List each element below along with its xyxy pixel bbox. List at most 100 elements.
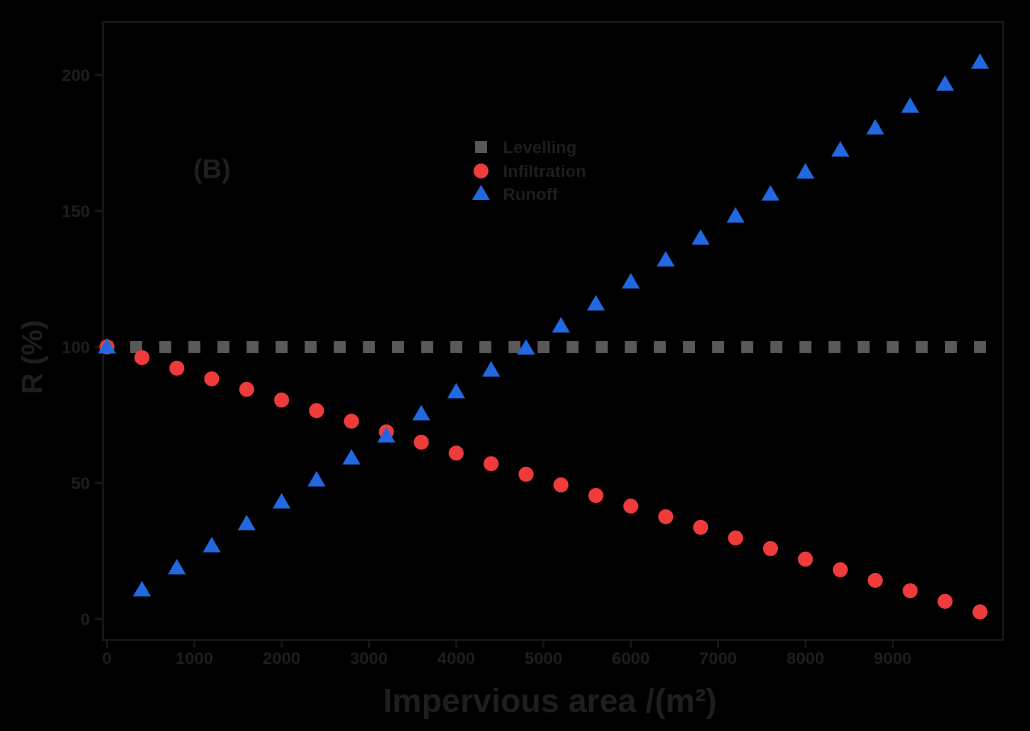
data-point xyxy=(621,272,640,289)
x-tick-labels: 0 1000 2000 3000 4000 5000 6000 7000 8000 9000 xyxy=(102,649,911,668)
data-point xyxy=(553,477,569,493)
data-point xyxy=(741,341,754,353)
x-tick-label: 8000 xyxy=(786,649,824,668)
y-tick-label: 50 xyxy=(71,474,90,493)
data-point xyxy=(274,392,290,408)
data-point xyxy=(517,339,536,355)
data-points xyxy=(98,53,989,620)
data-point xyxy=(971,53,989,69)
data-point xyxy=(886,341,899,353)
data-point xyxy=(915,341,928,353)
data-point xyxy=(653,341,666,353)
data-point xyxy=(167,558,186,575)
x-tick-label: 3000 xyxy=(350,649,388,668)
data-point xyxy=(450,341,463,353)
x-axis-title: Impervious area /(m²) xyxy=(383,682,717,719)
data-point xyxy=(944,341,957,353)
legend: Levelling Infiltration Runoff xyxy=(472,138,586,204)
data-point xyxy=(483,456,499,472)
series-levelling xyxy=(101,341,986,353)
x-tick-label: 6000 xyxy=(612,649,650,668)
plot-frame xyxy=(102,21,1004,641)
data-point xyxy=(624,341,637,353)
data-point xyxy=(972,604,988,620)
x-tick-label: 9000 xyxy=(874,649,912,668)
y-tick-label: 150 xyxy=(62,202,90,221)
legend-item-runoff: Runoff xyxy=(472,185,558,204)
data-point xyxy=(188,341,201,353)
legend-triangle-marker xyxy=(472,185,490,200)
data-point xyxy=(586,295,605,311)
data-point xyxy=(595,341,608,353)
data-point xyxy=(623,498,639,514)
data-point xyxy=(828,341,841,353)
data-point xyxy=(537,341,550,353)
data-point xyxy=(658,509,674,525)
data-point xyxy=(343,413,359,429)
data-point xyxy=(391,341,404,353)
data-point xyxy=(307,471,326,487)
data-point xyxy=(518,466,534,482)
data-point xyxy=(691,229,710,245)
data-point xyxy=(831,141,850,157)
data-point xyxy=(712,341,725,353)
data-point xyxy=(239,381,255,397)
data-point xyxy=(202,536,221,553)
data-point xyxy=(412,404,431,421)
data-point xyxy=(479,341,492,353)
panel-label: (B) xyxy=(193,154,230,184)
data-point xyxy=(857,341,870,353)
x-tick-label: 0 xyxy=(102,649,111,668)
data-point xyxy=(237,514,256,531)
legend-item-levelling: Levelling xyxy=(475,138,577,157)
series-infiltration xyxy=(99,339,988,620)
data-point xyxy=(937,593,953,609)
data-point xyxy=(421,341,434,353)
x-tick-label: 2000 xyxy=(263,649,301,668)
data-point xyxy=(304,341,317,353)
data-point xyxy=(377,426,396,443)
legend-label-runoff: Runoff xyxy=(503,185,558,204)
data-point xyxy=(130,341,143,353)
legend-item-infiltration: Infiltration xyxy=(473,162,586,181)
data-point xyxy=(656,250,675,267)
data-point xyxy=(448,445,464,461)
data-point xyxy=(797,551,813,567)
data-point xyxy=(901,97,920,113)
data-point xyxy=(342,448,361,465)
data-point xyxy=(482,361,501,377)
data-point xyxy=(693,519,709,535)
data-point xyxy=(726,207,745,223)
y-axis-title: R (%) xyxy=(17,320,49,394)
data-point xyxy=(204,371,220,387)
data-point xyxy=(159,341,172,353)
data-point xyxy=(770,341,783,353)
data-point xyxy=(588,488,604,504)
data-point xyxy=(333,341,346,353)
data-point xyxy=(866,119,885,135)
y-tick-label: 200 xyxy=(62,66,90,85)
data-point xyxy=(974,341,986,353)
data-point xyxy=(272,493,291,509)
x-tick-label: 4000 xyxy=(437,649,475,668)
data-point xyxy=(508,341,521,353)
data-point xyxy=(936,75,955,91)
data-point xyxy=(867,572,883,588)
data-point xyxy=(566,341,579,353)
data-point xyxy=(832,562,848,578)
data-point xyxy=(362,341,375,353)
axis-ticks xyxy=(95,74,894,648)
data-point xyxy=(551,317,570,333)
data-point xyxy=(762,541,778,557)
legend-label-levelling: Levelling xyxy=(503,138,577,157)
data-point xyxy=(309,403,325,419)
data-point xyxy=(799,341,812,353)
series-runoff xyxy=(98,53,989,597)
legend-label-infiltration: Infiltration xyxy=(503,162,586,181)
data-point xyxy=(796,163,815,179)
legend-square-marker xyxy=(475,141,487,153)
data-point xyxy=(169,360,185,376)
y-tick-label: 0 xyxy=(81,610,90,629)
